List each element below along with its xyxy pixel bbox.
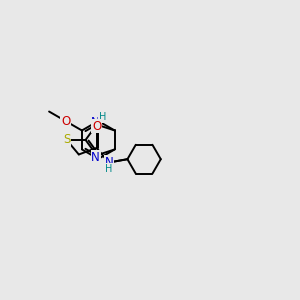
Text: O: O xyxy=(92,120,101,133)
Text: O: O xyxy=(61,115,70,128)
Text: H: H xyxy=(105,164,112,174)
Text: S: S xyxy=(63,134,70,146)
Text: N: N xyxy=(104,155,113,169)
Text: N: N xyxy=(91,116,100,129)
Text: H: H xyxy=(99,112,106,122)
Text: N: N xyxy=(91,151,100,164)
